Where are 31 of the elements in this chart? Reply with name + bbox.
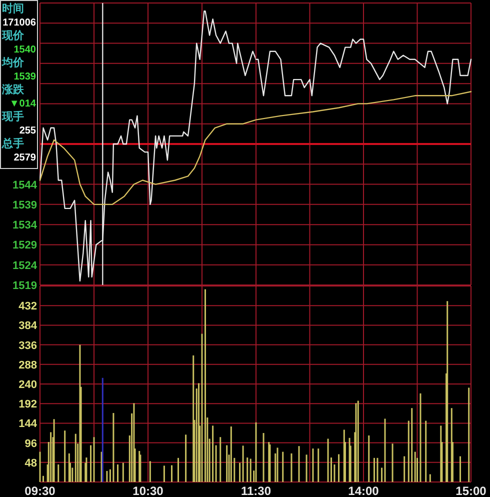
text: 171006 — [2, 18, 36, 28]
y-tick-label: 336 — [18, 340, 37, 352]
x-tick-label: 14:00 — [348, 484, 380, 497]
text: 时间 — [2, 2, 24, 15]
y-tick-label: 1519 — [12, 280, 37, 292]
text: ▼014 — [9, 98, 36, 110]
y-tick-label: 96 — [24, 438, 37, 450]
y-tick-label: 384 — [18, 320, 38, 332]
y-tick-label: 288 — [18, 359, 37, 372]
x-tick-label: 15:00 — [456, 484, 487, 497]
text: 现手 — [1, 110, 24, 123]
text: 255 — [19, 126, 36, 136]
text: 总手 — [1, 137, 24, 150]
y-tick-label: 192 — [18, 398, 37, 411]
y-tick-label: 432 — [18, 300, 37, 313]
text: 均价 — [1, 56, 25, 69]
x-tick-label: 09:30 — [24, 484, 56, 497]
text: 1540 — [14, 44, 36, 56]
y-tick-label: 1534 — [12, 220, 38, 232]
y-tick-label: 48 — [24, 457, 37, 470]
y-tick-label: 1529 — [12, 240, 37, 252]
y-tick-label: 144 — [18, 418, 38, 430]
y-tick-label: 1524 — [12, 260, 38, 272]
y-tick-label: 1544 — [12, 179, 38, 192]
y-tick-label: 240 — [18, 379, 37, 391]
text: 现价 — [1, 29, 25, 42]
x-tick-label: 10:30 — [132, 484, 164, 497]
text: 涨跌 — [1, 83, 25, 96]
x-tick-label: 11:30 — [240, 484, 272, 497]
y-tick-label: 1539 — [12, 199, 37, 212]
text: 2579 — [14, 152, 36, 164]
